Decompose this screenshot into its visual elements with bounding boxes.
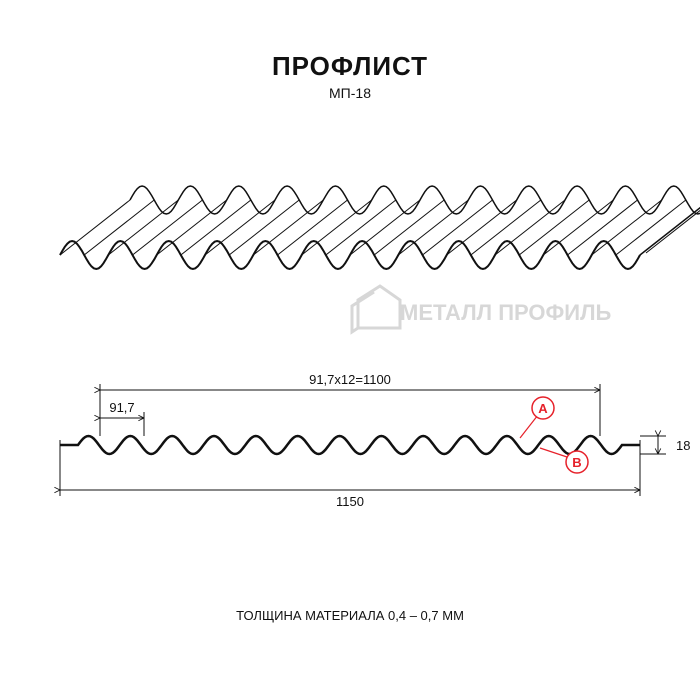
- dim-width-label: 1150: [336, 494, 364, 509]
- dim-height-label: 18: [676, 438, 690, 453]
- dim-coverage-label: 91,7x12=1100: [309, 372, 391, 387]
- footer-text: ТОЛЩИНА МАТЕРИАЛА 0,4 – 0,7 ММ: [236, 608, 464, 623]
- dim-pitch-label: 91,7: [109, 400, 134, 415]
- node-a-label: A: [538, 401, 548, 416]
- node-b-label: B: [572, 455, 581, 470]
- subtitle: МП-18: [329, 85, 371, 101]
- profile-wave: [60, 436, 640, 454]
- isometric-sheet: [60, 186, 700, 269]
- diagram-canvas: ПРОФЛИСТ МП-18 МЕТАЛЛ ПРОФИЛЬ 91,7x12=11…: [0, 0, 700, 700]
- watermark-logo: [352, 286, 400, 332]
- node-markers: A B: [520, 397, 588, 473]
- title: ПРОФЛИСТ: [272, 51, 428, 81]
- watermark-text: МЕТАЛЛ ПРОФИЛЬ: [400, 300, 612, 325]
